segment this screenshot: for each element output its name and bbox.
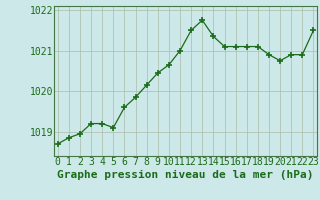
X-axis label: Graphe pression niveau de la mer (hPa): Graphe pression niveau de la mer (hPa) [57,170,314,180]
